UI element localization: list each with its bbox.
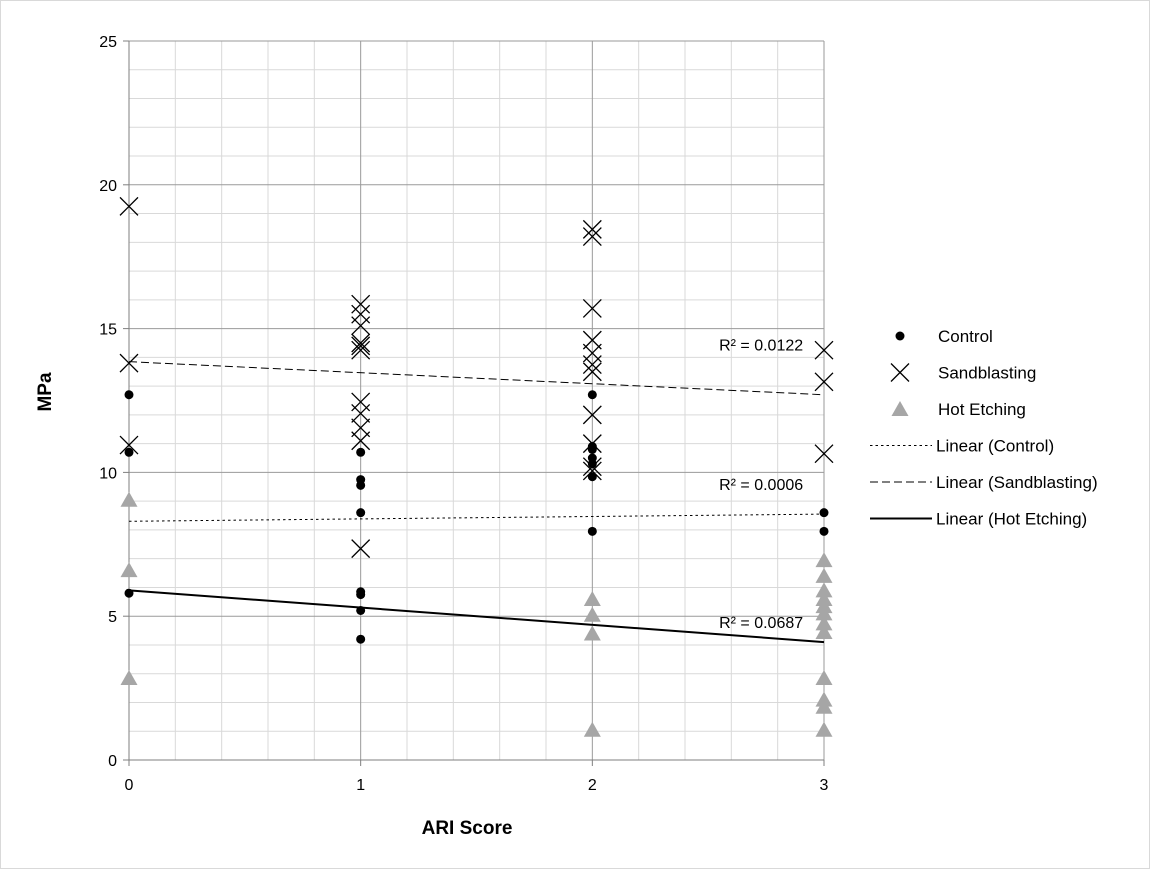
- data-point-hot-etching: [815, 670, 833, 686]
- data-point-sandblasting: [814, 444, 834, 464]
- data-point-hot-etching: [815, 698, 833, 714]
- data-point-sandblasting: [351, 539, 371, 559]
- x-tick-label: 3: [820, 777, 829, 794]
- minor-gridlines: [129, 41, 824, 760]
- data-point-hot-etching: [815, 624, 833, 640]
- data-point-control: [587, 444, 597, 454]
- data-point-control: [124, 447, 134, 457]
- data-point-sandblasting: [351, 340, 371, 360]
- data-point-control: [356, 634, 366, 644]
- data-point-hot-etching: [815, 605, 833, 621]
- data-point-sandblasting: [582, 405, 602, 425]
- legend-item: Linear (Hot Etching): [870, 510, 1087, 529]
- data-point-sandblasting: [582, 227, 602, 247]
- data-point-hot-etching: [815, 721, 833, 737]
- data-point-control: [819, 508, 829, 518]
- data-point-hot-etching: [815, 615, 833, 631]
- legend-item: Linear (Sandblasting): [870, 473, 1098, 492]
- legend-item: Linear (Control): [870, 437, 1054, 456]
- data-point-hot-etching: [815, 567, 833, 583]
- data-point-sandblasting: [351, 294, 371, 314]
- data-points: [119, 196, 834, 737]
- trendline-linear-hot-etching: [128, 589, 825, 644]
- y-tick-label: 25: [99, 34, 117, 51]
- data-point-sandblasting: [582, 355, 602, 375]
- data-point-control: [356, 508, 366, 518]
- data-point-hot-etching: [120, 670, 138, 686]
- data-point-sandblasting: [814, 372, 834, 392]
- legend-label: Linear (Sandblasting): [936, 473, 1098, 492]
- data-point-sandblasting: [582, 362, 602, 382]
- r2-label: R² = 0.0122: [719, 337, 803, 354]
- data-point-hot-etching: [583, 721, 601, 737]
- data-point-sandblasting: [351, 336, 371, 356]
- y-tick-label: 20: [99, 178, 117, 195]
- data-point-hot-etching: [120, 562, 138, 578]
- data-point-sandblasting: [351, 431, 371, 451]
- data-point-sandblasting: [582, 457, 602, 477]
- y-axis-title: MPa: [35, 372, 56, 412]
- legend-label: Hot Etching: [938, 400, 1026, 419]
- r2-label: R² = 0.0687: [719, 615, 803, 632]
- trendlines: [128, 361, 825, 644]
- data-point-control: [356, 590, 366, 600]
- x-axis-title: ARI Score: [422, 818, 513, 839]
- data-point-hot-etching: [583, 625, 601, 641]
- data-point-control: [356, 605, 366, 615]
- x-tick-label: 2: [588, 777, 597, 794]
- data-point-control: [124, 390, 134, 400]
- legend-label: Sandblasting: [938, 364, 1036, 383]
- legend-item: Sandblasting: [890, 363, 1036, 383]
- data-point-sandblasting: [582, 461, 602, 481]
- r2-labels: R² = 0.0006 R² = 0.0122 R² = 0.0687: [719, 337, 803, 632]
- data-point-sandblasting: [814, 340, 834, 360]
- data-point-sandblasting: [351, 403, 371, 423]
- data-point-control: [356, 480, 366, 490]
- x-tick-label: 0: [125, 777, 134, 794]
- data-point-control: [819, 526, 829, 536]
- data-point-sandblasting: [351, 333, 371, 353]
- data-point-hot-etching: [583, 606, 601, 622]
- data-point-control: [587, 526, 597, 536]
- x-tick-label: 1: [356, 777, 365, 794]
- legend-symbol-triangle: [891, 401, 909, 416]
- data-point-sandblasting: [119, 196, 139, 216]
- trendline-linear-sandblasting: [128, 361, 825, 396]
- y-tick-label: 15: [99, 322, 117, 339]
- y-tick-label: 0: [108, 753, 117, 770]
- data-point-hot-etching: [815, 552, 833, 568]
- data-point-hot-etching: [120, 491, 138, 507]
- data-point-sandblasting: [582, 219, 602, 239]
- data-point-sandblasting: [351, 418, 371, 438]
- y-tick-label: 10: [99, 465, 117, 482]
- tick-labels: 0 5 10 15 20 25 0 1 2 3: [99, 34, 828, 794]
- data-point-hot-etching: [583, 590, 601, 606]
- legend-symbol-cross: [890, 363, 910, 382]
- data-point-sandblasting: [119, 353, 139, 373]
- r2-label: R² = 0.0006: [719, 477, 803, 494]
- legend-label: Linear (Hot Etching): [936, 510, 1087, 529]
- trendline-linear-control: [128, 513, 825, 522]
- data-point-control: [587, 459, 597, 469]
- data-point-sandblasting: [582, 299, 602, 318]
- data-point-control: [587, 390, 597, 400]
- legend-label: Linear (Control): [936, 437, 1054, 456]
- data-point-sandblasting: [351, 316, 371, 336]
- data-point-sandblasting: [119, 435, 139, 455]
- axes: [123, 40, 825, 766]
- data-point-control: [124, 588, 134, 598]
- data-point-control: [356, 447, 366, 457]
- legend-item: Control: [895, 327, 993, 346]
- legend-item: Hot Etching: [891, 400, 1026, 419]
- legend-symbol-circle: [895, 331, 905, 341]
- data-point-control: [587, 472, 597, 482]
- data-point-sandblasting: [582, 330, 602, 350]
- y-tick-label: 5: [108, 609, 117, 626]
- data-point-hot-etching: [815, 582, 833, 598]
- legend-label: Control: [938, 327, 993, 346]
- data-point-sandblasting: [582, 434, 602, 454]
- legend: Control Sandblasting Hot Etching Linear (Co…: [870, 327, 1098, 529]
